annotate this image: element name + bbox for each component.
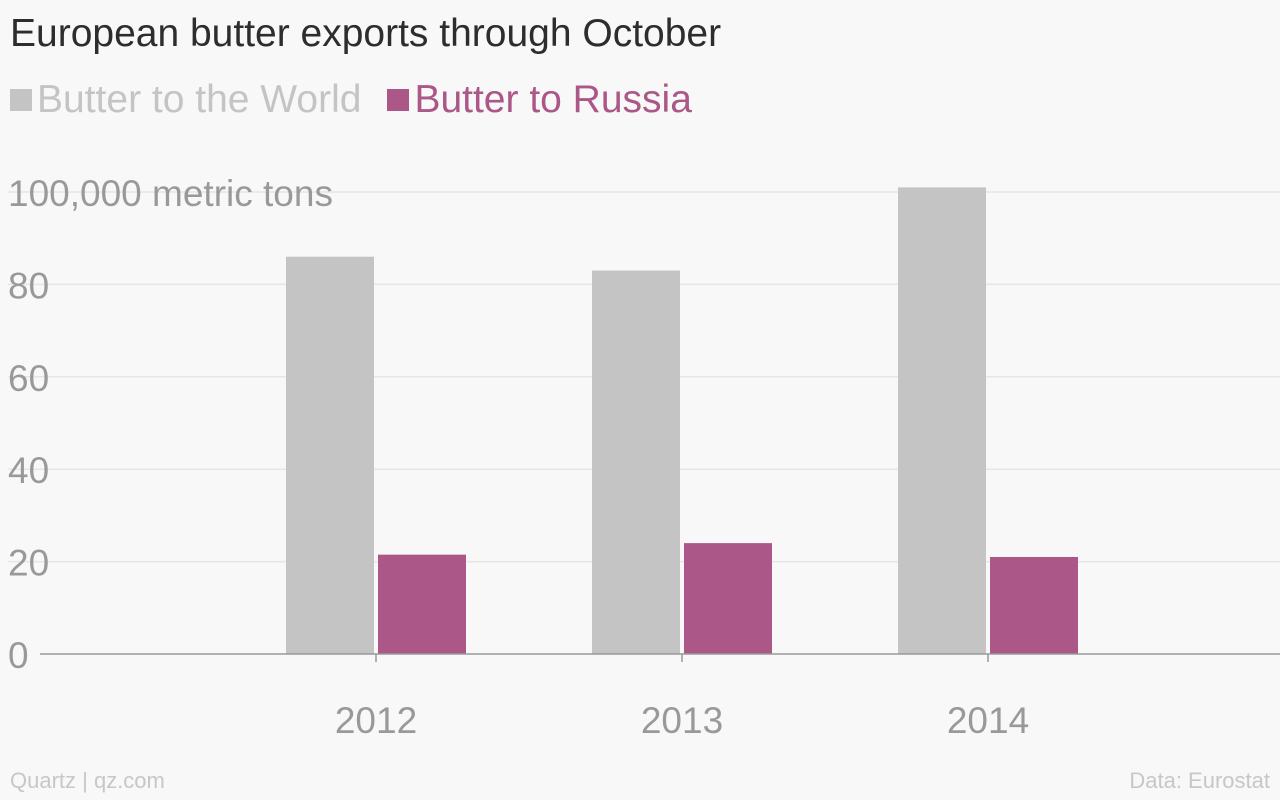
y-tick-label-2: 40 [8,450,49,491]
data-source: Data: Eurostat [1129,768,1270,793]
x-tick-label-2014: 2014 [947,700,1029,741]
bar-butter-to-the-world-2014 [898,187,986,654]
bar-butter-to-russia-2014 [990,556,1078,654]
bar-butter-to-russia-2013 [684,543,772,654]
x-tick-label-2012: 2012 [335,700,417,741]
legend: Butter to the World Butter to Russia [10,78,718,122]
y-tick-label-0: 0 [8,635,29,676]
legend-item-russia: Butter to Russia [387,78,692,122]
chart-title: European butter exports through October [10,12,722,55]
source-credit: Quartz | qz.com [10,768,165,793]
x-tick-label-2013: 2013 [641,700,723,741]
y-axis-label: 100,000 metric tons [8,173,333,214]
legend-label-russia: Butter to Russia [414,78,692,121]
y-tick-label-3: 60 [8,358,49,399]
legend-label-world: Butter to the World [37,78,362,121]
bar-butter-to-russia-2012 [378,554,466,654]
legend-swatch-russia [387,89,410,111]
legend-swatch-world [10,89,32,111]
y-tick-label-1: 20 [8,543,49,584]
bar-butter-to-the-world-2013 [592,270,680,654]
bar-butter-to-the-world-2012 [286,256,374,654]
legend-item-world: Butter to the World [10,78,361,122]
y-tick-label-4: 80 [8,265,49,306]
